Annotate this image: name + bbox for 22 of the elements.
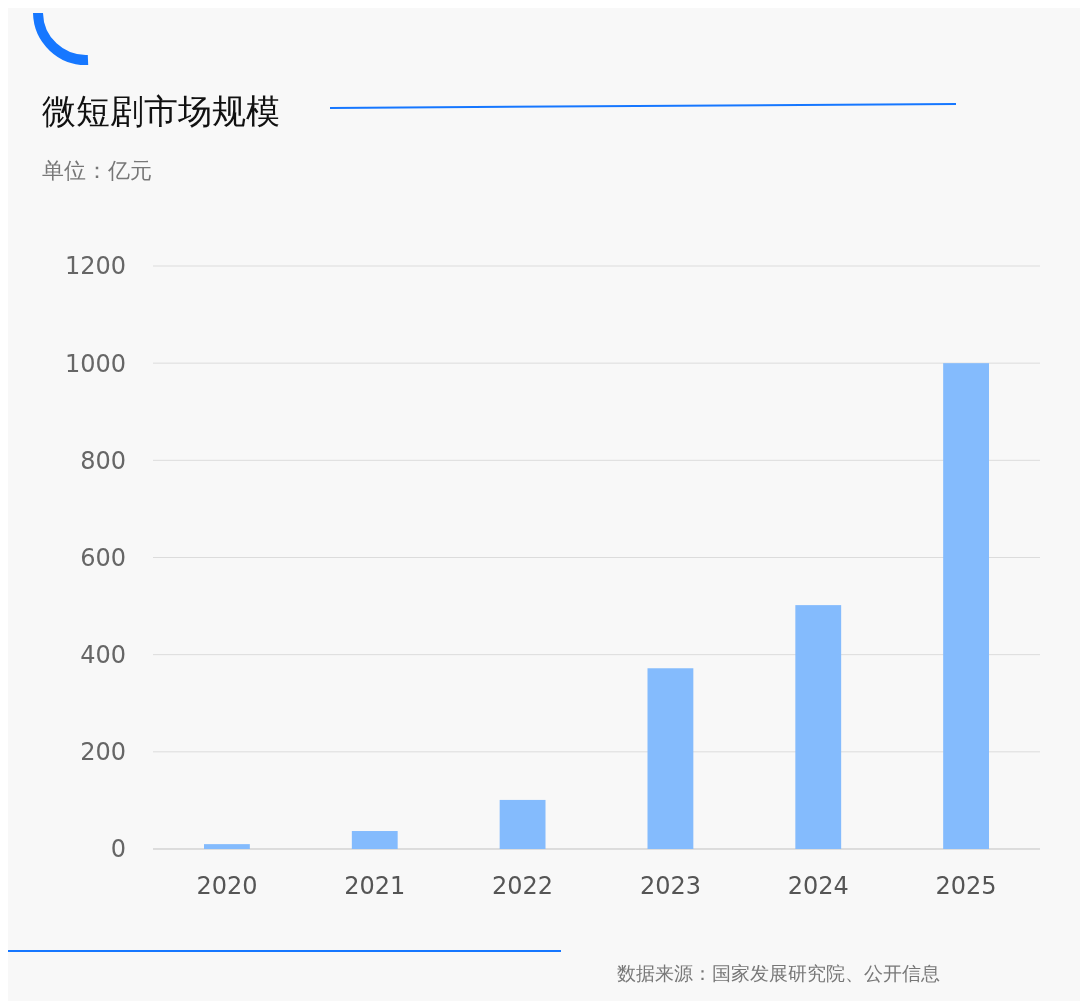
x-tick-label: 2020 bbox=[196, 872, 258, 900]
bar bbox=[204, 844, 250, 849]
x-tick-label: 2025 bbox=[935, 872, 997, 900]
x-tick-label: 2021 bbox=[344, 872, 406, 900]
y-tick-label: 1200 bbox=[64, 252, 126, 281]
y-tick-label: 800 bbox=[80, 446, 126, 475]
source-note: 数据来源：国家发展研究院、公开信息 bbox=[617, 962, 940, 984]
x-tick-label: 2023 bbox=[639, 872, 701, 900]
chart-subtitle: 单位：亿元 bbox=[42, 158, 152, 183]
x-tick-label: 2022 bbox=[492, 872, 554, 900]
bar bbox=[351, 831, 398, 849]
y-tick-label: 200 bbox=[80, 738, 126, 767]
y-tick-label: 400 bbox=[80, 641, 126, 670]
x-tick-label: 2024 bbox=[787, 872, 849, 900]
y-tick-label: 600 bbox=[80, 543, 126, 572]
y-tick-label: 0 bbox=[110, 835, 126, 864]
bar bbox=[499, 799, 546, 849]
bar bbox=[795, 605, 842, 849]
bar bbox=[943, 363, 989, 849]
chart-title: 微短剧市场规模 bbox=[42, 91, 280, 131]
y-tick-label: 1000 bbox=[64, 349, 126, 378]
bar bbox=[647, 668, 694, 849]
